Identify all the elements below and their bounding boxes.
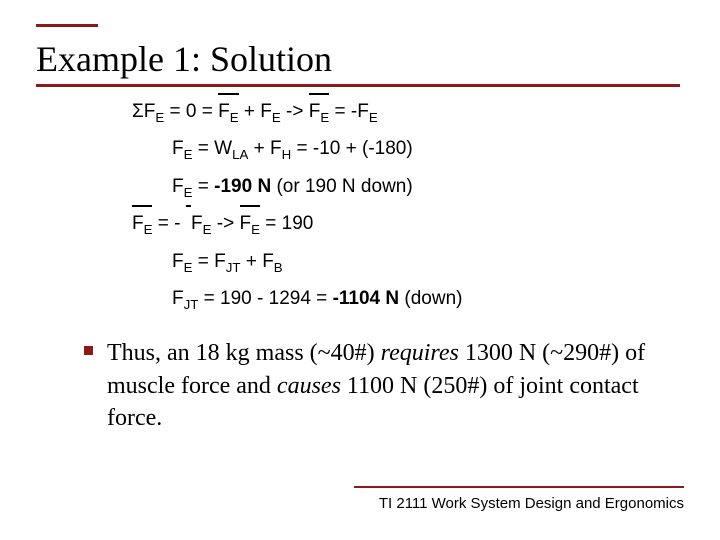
sigma: Σ: [132, 101, 144, 122]
footer-text: TI 2111 Work System Design and Ergonomic…: [379, 495, 684, 512]
eq-line-5: FE = FJT + FB: [172, 247, 684, 278]
eq-line-1: ΣFE = 0 = FE + FE -> FE = -FE: [132, 97, 684, 128]
equation-block: ΣFE = 0 = FE + FE -> FE = -FE FE = WLA +…: [132, 97, 684, 315]
title-underline: [36, 84, 680, 87]
eq-line-2: FE = WLA + FH = -10 + (-180): [172, 134, 684, 165]
accent-rule-top: [36, 24, 98, 27]
conclusion-text: Thus, an 18 kg mass (~40#) requires 1300…: [107, 337, 648, 434]
slide-title: Example 1: Solution: [36, 38, 684, 80]
eq-line-4: FE = - FE -> FE = 190: [132, 209, 684, 240]
eq-line-3: FE = -190 N (or 190 N down): [172, 172, 684, 203]
eq-line-6: FJT = 190 - 1294 = -1104 N (down): [172, 284, 684, 315]
footer-rule: [354, 486, 684, 488]
conclusion-row: Thus, an 18 kg mass (~40#) requires 1300…: [84, 337, 648, 434]
bullet-icon: [84, 346, 93, 355]
